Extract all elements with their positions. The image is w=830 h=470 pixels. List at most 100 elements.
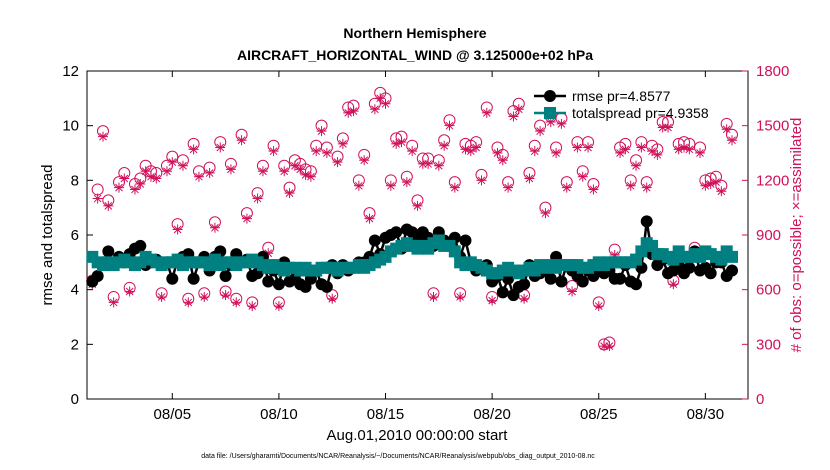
legend-rmse-label: rmse pr=4.8577 <box>572 88 671 104</box>
rmse-point <box>219 270 232 282</box>
obs-assimilated-point <box>668 279 679 290</box>
rmse-point <box>459 234 472 247</box>
rmse-point <box>187 272 200 285</box>
y-ticks-right: 0 300 600 900 1200 1500 1800 <box>742 63 789 408</box>
rmse-point <box>496 286 509 299</box>
obs-assimilated-series <box>87 93 738 352</box>
obs-assimilated-point <box>343 107 354 118</box>
rmse-point <box>91 270 104 282</box>
totalspread-point <box>726 250 739 263</box>
obs-assimilated-point <box>652 149 663 160</box>
obs-assimilated-point <box>620 144 631 155</box>
obs-assimilated-point <box>252 193 263 204</box>
obs-assimilated-point <box>663 122 674 133</box>
rmse-point <box>368 234 381 247</box>
obs-assimilated-point <box>412 200 423 211</box>
obs-assimilated-point <box>535 126 546 137</box>
obs-assimilated-point <box>439 140 450 151</box>
obs-assimilated-point <box>647 146 658 157</box>
obs-assimilated-point <box>140 166 151 177</box>
obs-assimilated-point <box>337 138 348 149</box>
obs-assimilated-point <box>423 158 434 169</box>
obs-assimilated-point <box>716 186 727 197</box>
obs-assimilated-point <box>327 293 338 304</box>
rmse-point <box>726 264 739 277</box>
x-tick-label: 08/25 <box>580 406 618 423</box>
obs-assimilated-point <box>599 341 610 352</box>
obs-assimilated-point <box>92 193 103 204</box>
obs-assimilated-point <box>391 138 402 149</box>
obs-assimilated-point <box>700 180 711 191</box>
obs-assimilated-point <box>124 286 135 297</box>
obs-assimilated-point <box>572 142 583 153</box>
obs-assimilated-point <box>705 178 716 189</box>
obs-assimilated-point <box>364 213 375 224</box>
rmse-point <box>576 275 589 288</box>
obs-assimilated-point <box>273 301 284 312</box>
obs-assimilated-point <box>113 182 124 193</box>
y-right-tick-label: 900 <box>756 227 781 244</box>
obs-assimilated-point <box>417 158 428 169</box>
x-tick-label: 08/15 <box>367 406 405 423</box>
obs-assimilated-point <box>465 146 476 157</box>
obs-assimilated-point <box>295 164 306 175</box>
obs-assimilated-point <box>108 297 119 308</box>
obs-assimilated-point <box>657 122 668 133</box>
obs-assimilated-point <box>519 293 530 304</box>
obs-assimilated-point <box>577 171 588 182</box>
obs-assimilated-point <box>316 126 327 137</box>
obs-assimilated-point <box>241 213 252 224</box>
data-file-footnote: data file: /Users/gharamti/Documents/NCA… <box>201 453 595 460</box>
legend-spread-label: totalspread pr=4.9358 <box>572 105 709 121</box>
obs-assimilated-point <box>103 200 114 211</box>
obs-assimilated-point <box>471 142 482 153</box>
obs-assimilated-point <box>604 341 615 352</box>
obs-assimilated-point <box>497 155 508 166</box>
y-right-tick-label: 600 <box>756 282 781 299</box>
rmse-point <box>102 245 115 258</box>
obs-assimilated-point <box>588 184 599 195</box>
obs-assimilated-point <box>348 106 359 117</box>
rmse-point <box>272 278 285 291</box>
obs-assimilated-point <box>455 291 466 302</box>
rmse-point <box>683 261 696 274</box>
obs-assimilated-point <box>492 148 503 158</box>
obs-assimilated-point <box>172 224 183 235</box>
y-tick-label: 12 <box>62 63 79 80</box>
obs-assimilated-point <box>199 291 210 302</box>
rmse-point <box>166 272 179 285</box>
rmse-point <box>614 272 627 285</box>
rmse-point <box>555 275 568 288</box>
obs-assimilated-point <box>721 124 732 135</box>
obs-assimilated-point <box>407 146 418 157</box>
obs-assimilated-point <box>695 148 706 158</box>
obs-assimilated-point <box>625 180 636 191</box>
y-tick-label: 8 <box>71 172 79 189</box>
legend-rmse-marker <box>544 90 556 102</box>
obs-assimilated-point <box>167 157 178 168</box>
obs-assimilated-point <box>247 301 258 312</box>
obs-assimilated-point <box>305 171 316 182</box>
rmse-point <box>262 275 275 288</box>
obs-assimilated-point <box>615 148 626 158</box>
rmse-point <box>320 280 333 293</box>
rmse-point <box>390 226 403 239</box>
obs-assimilated-point <box>209 222 220 233</box>
obs-assimilated-point <box>593 301 604 312</box>
totalspread-series <box>86 234 739 280</box>
x-axis-label: Aug.01,2010 00:00:00 start <box>327 427 509 444</box>
obs-assimilated-point <box>401 177 412 188</box>
y-tick-label: 4 <box>71 282 79 299</box>
obs-assimilated-point <box>188 144 199 155</box>
obs-assimilated-point <box>636 142 647 153</box>
obs-assimilated-point <box>513 104 524 115</box>
rmse-point <box>544 272 557 285</box>
totalspread-point <box>448 245 461 258</box>
y-axis-label: rmse and totalspread <box>39 165 56 306</box>
obs-assimilated-point <box>545 117 556 128</box>
obs-assimilated-point <box>487 295 498 306</box>
obs-assimilated-point <box>145 171 156 182</box>
obs-assimilated-point <box>551 148 562 158</box>
obs-assimilated-point <box>279 166 290 177</box>
